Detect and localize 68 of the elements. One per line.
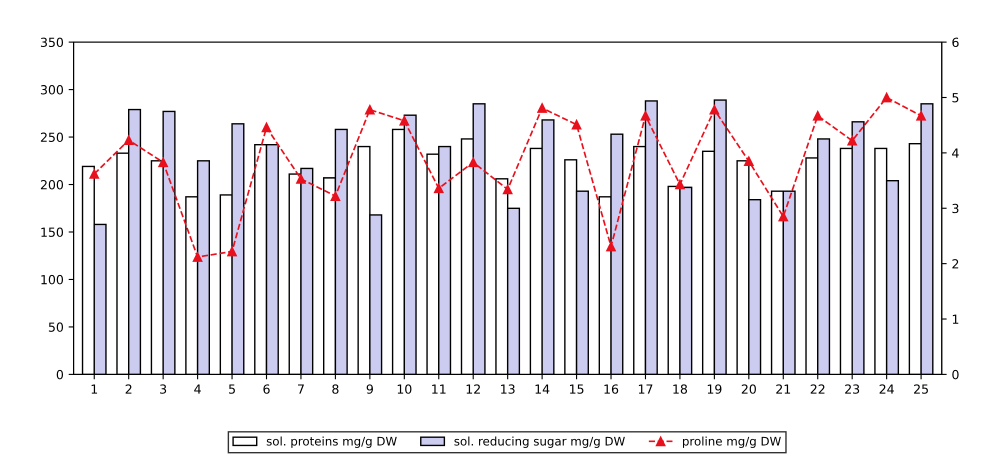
y2-tick-label: 4	[952, 148, 959, 158]
x-tick-label: 13	[501, 384, 515, 394]
y2-tick-label: 0	[952, 370, 959, 380]
x-tick-label: 14	[536, 384, 550, 394]
point	[847, 136, 858, 146]
x-tick-label: 19	[708, 384, 722, 394]
legend-label: proline mg/g DW	[682, 436, 781, 448]
point	[399, 116, 410, 126]
x-tick-label: 8	[332, 384, 339, 394]
x-tick-label: 11	[432, 384, 446, 394]
x-tick-label: 15	[570, 384, 584, 394]
x-tick-label: 18	[673, 384, 688, 394]
point	[124, 135, 134, 146]
y2-tick-label: 2	[952, 259, 958, 268]
point	[640, 110, 650, 121]
x-tick-label: 17	[638, 384, 652, 394]
y-tick-label: 100	[41, 274, 64, 284]
y-tick-label: 50	[48, 322, 64, 332]
point	[502, 184, 513, 194]
x-tick-label: 4	[194, 384, 201, 394]
y2-tick-label: 3	[952, 204, 958, 214]
point	[365, 104, 375, 115]
x-tick-label: 20	[742, 384, 756, 394]
y-tick-label: 250	[40, 132, 64, 142]
point	[606, 242, 616, 252]
point	[262, 122, 272, 132]
point	[710, 104, 720, 115]
y-tick-label: 0	[56, 370, 64, 380]
point	[675, 180, 685, 190]
x-tick-label: 10	[398, 384, 412, 394]
point	[882, 92, 892, 102]
y-tick-label: 350	[40, 38, 64, 48]
point	[812, 110, 823, 121]
x-tick-label: 12	[466, 384, 480, 394]
x-tick-label: 6	[263, 384, 270, 394]
y2-tick-label: 6	[952, 38, 959, 48]
point	[89, 169, 100, 179]
point	[537, 103, 547, 113]
point	[778, 212, 788, 222]
x-tick-label: 25	[914, 384, 928, 394]
y-tick-label: 150	[41, 227, 64, 237]
point	[296, 174, 306, 184]
y2-tick-label: 1	[952, 314, 958, 324]
legend-label: sol. proteins mg/g DW	[266, 436, 397, 448]
x-tick-label: 22	[810, 384, 824, 394]
x-tick-label: 7	[298, 384, 304, 394]
x-tick-label: 3	[160, 384, 166, 394]
point	[744, 156, 754, 166]
x-tick-label: 2	[126, 384, 132, 394]
point	[192, 252, 202, 262]
y2-tick-label: 5	[952, 93, 958, 102]
point	[572, 120, 582, 130]
x-tick-label: 21	[776, 384, 790, 394]
x-tick-label: 1	[92, 384, 98, 394]
x-tick-label: 16	[604, 384, 618, 394]
point	[158, 157, 168, 168]
legend-label: sol. reducing sugar mg/g DW	[454, 436, 625, 448]
point	[916, 110, 926, 121]
point	[330, 191, 340, 201]
point	[227, 246, 237, 256]
y-tick-label: 300	[40, 85, 64, 95]
y-tick-label: 200	[40, 180, 64, 190]
x-tick-label: 5	[229, 384, 235, 394]
point	[434, 183, 444, 194]
x-tick-label: 9	[366, 384, 373, 394]
x-tick-label: 24	[880, 384, 894, 394]
x-tick-label: 23	[845, 384, 860, 394]
point	[468, 157, 478, 168]
